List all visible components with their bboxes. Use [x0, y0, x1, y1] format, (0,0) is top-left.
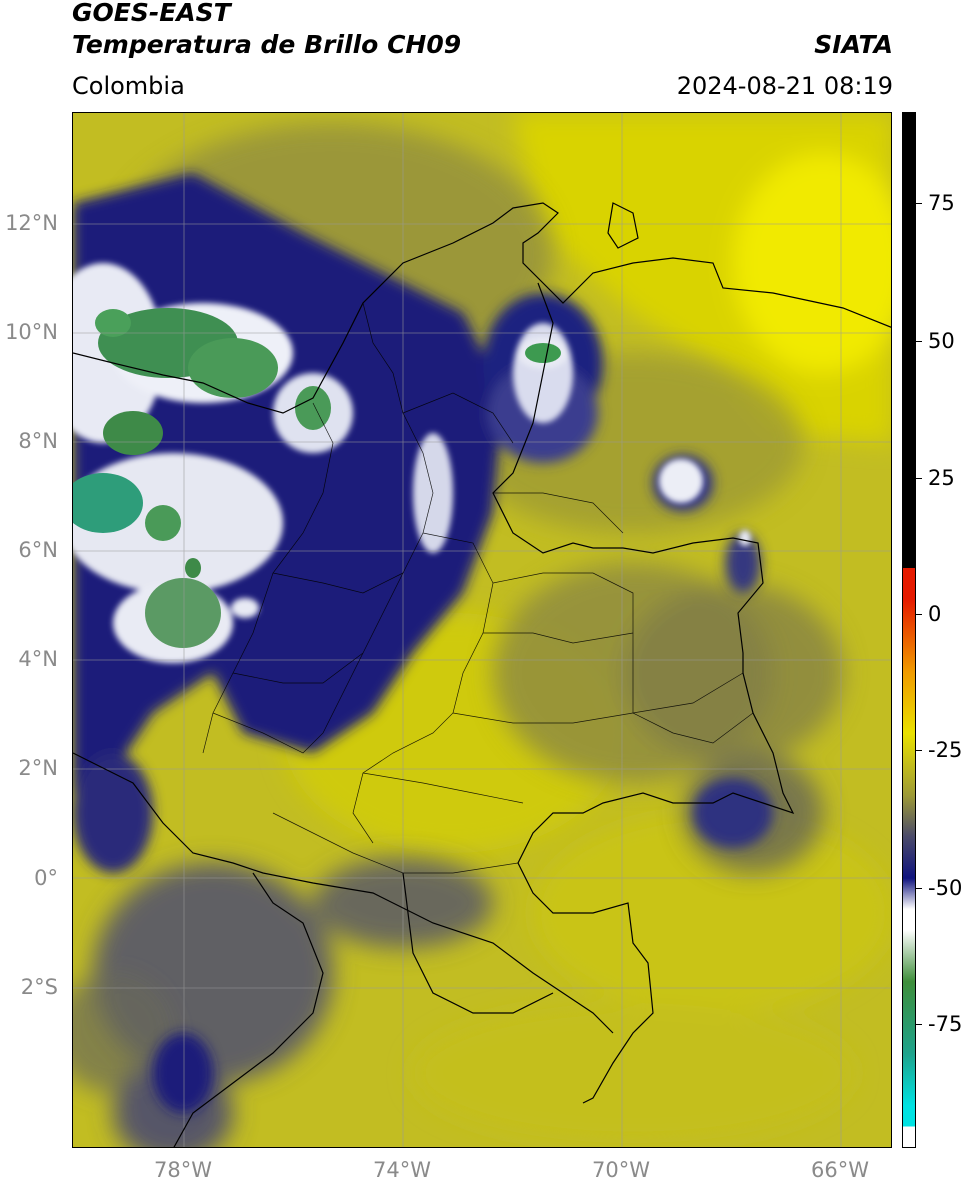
- lon-label-74w: 74°W: [373, 1158, 431, 1182]
- colorbar-label-75: 75: [928, 191, 955, 215]
- map-canvas: [73, 113, 891, 1147]
- colorbar-label-minus75: -75: [928, 1012, 963, 1036]
- colorbar-label-0: 0: [928, 602, 942, 626]
- lon-label-70w: 70°W: [592, 1158, 650, 1182]
- lat-label-8n: 8°N: [18, 429, 58, 453]
- lat-label-2s: 2°S: [20, 975, 58, 999]
- lon-label-78w: 78°W: [154, 1158, 212, 1182]
- colorbar-label-25: 25: [928, 466, 955, 490]
- department-borders: [202, 302, 754, 874]
- lon-label-66w: 66°W: [811, 1158, 869, 1182]
- lat-label-10n: 10°N: [5, 320, 58, 344]
- lat-label-12n: 12°N: [5, 211, 58, 235]
- lat-label-0: 0°: [34, 866, 58, 890]
- colorbar: [902, 112, 916, 1148]
- lat-label-6n: 6°N: [18, 538, 58, 562]
- country-borders: [73, 202, 891, 1147]
- colorbar-tick: [916, 341, 922, 342]
- colorbar-tick: [916, 203, 922, 204]
- colorbar-label-minus25: -25: [928, 738, 963, 762]
- region-label: Colombia: [72, 72, 185, 100]
- colorbar-label-minus50: -50: [928, 876, 963, 900]
- colorbar-tick: [916, 888, 922, 889]
- colorbar-tick: [916, 1024, 922, 1025]
- product-title: Temperatura de Brillo CH09: [72, 30, 462, 59]
- colorbar-tick: [916, 614, 922, 615]
- lat-label-2n: 2°N: [18, 756, 58, 780]
- brand-label: SIATA: [814, 30, 893, 59]
- lat-label-4n: 4°N: [18, 647, 58, 671]
- colorbar-tick: [916, 750, 922, 751]
- warm-regions: [283, 113, 891, 1143]
- brightness-temperature-map: [72, 112, 892, 1148]
- datetime-label: 2024-08-21 08:19: [676, 72, 893, 100]
- colorbar-tick: [916, 478, 922, 479]
- satellite-title: GOES-EAST: [72, 0, 231, 27]
- colorbar-label-50: 50: [928, 329, 955, 353]
- graticule: [73, 113, 891, 1147]
- coldest-cores: [73, 308, 561, 648]
